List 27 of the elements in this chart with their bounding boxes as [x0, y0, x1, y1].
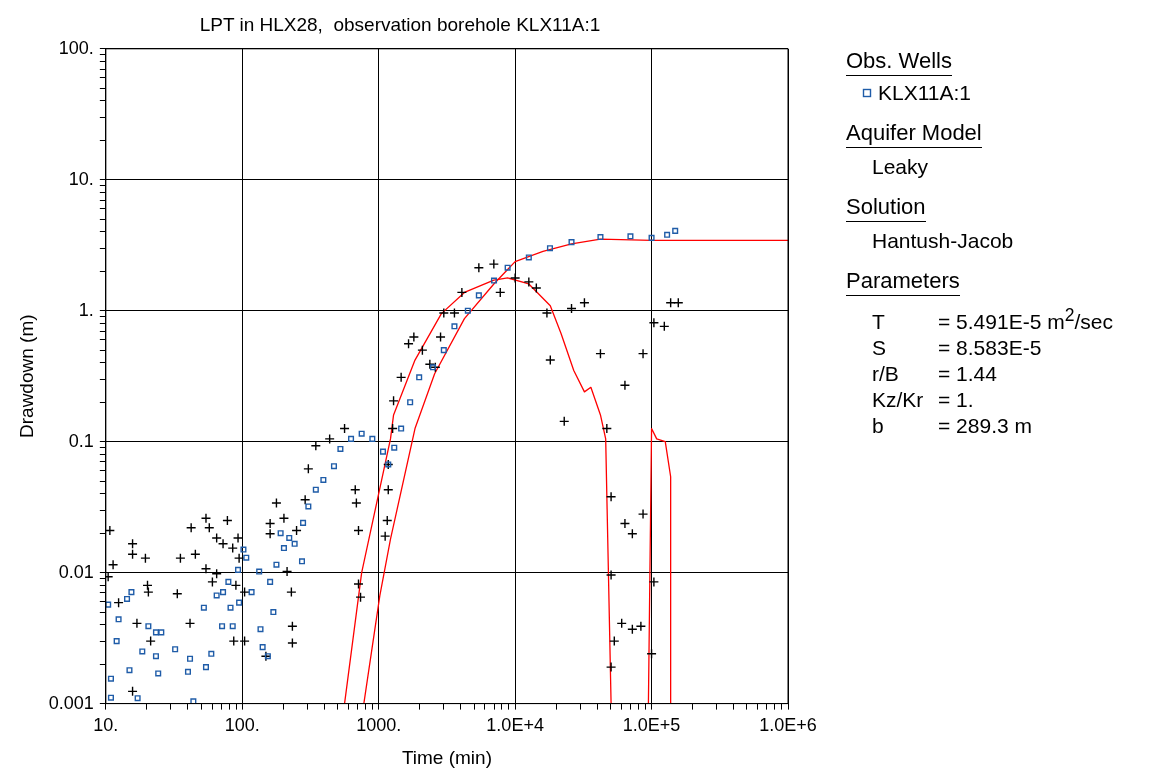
- y-tick-label: 0.001: [48, 692, 94, 713]
- y-tick-label: 0.01: [58, 561, 94, 582]
- x-tick-label: 100.: [224, 715, 260, 736]
- x-tick-label: 1.0E+4: [486, 715, 544, 736]
- y-axis-title: Drawdown (m): [15, 314, 37, 438]
- y-tick-label: 100.: [58, 37, 94, 58]
- x-axis-title: Time (min): [401, 746, 492, 768]
- chart-title: LPT in HLX28, observation borehole KLX11A:1: [199, 13, 601, 35]
- x-tick-label: 1.0E+5: [622, 715, 681, 736]
- y-tick-label: 1.: [78, 299, 94, 320]
- y-tick-label: 10.: [68, 168, 94, 189]
- text: Leaky: [872, 154, 930, 180]
- text: Hantush-Jacob: [872, 228, 1015, 254]
- text: T = 5.491E-5 m$^{2}$/sec: [872, 305, 1113, 333]
- text: Solution: [846, 194, 926, 222]
- x-tick-label: 1000.: [356, 715, 402, 736]
- legend-title: Obs. Wells: [846, 48, 952, 76]
- text: Aquifer Model: [846, 120, 982, 148]
- y-tick-label: 0.1: [68, 430, 94, 451]
- text: r/B = 1.44: [872, 362, 997, 385]
- x-tick-label: 1.0E+6: [759, 715, 817, 736]
- text: S = 8.583E-5: [872, 336, 1042, 359]
- text: Kz/Kr = 1.: [872, 387, 974, 413]
- legend-label: KLX11A:1: [878, 80, 972, 106]
- text: b = 289.3 m: [872, 414, 1032, 437]
- text: Parameters: [846, 268, 960, 296]
- x-tick-label: 10.: [93, 715, 119, 736]
